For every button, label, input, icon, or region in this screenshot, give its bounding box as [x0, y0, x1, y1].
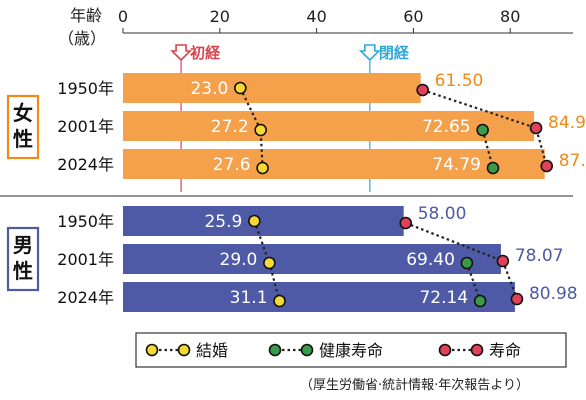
x-tick-label: 20 — [210, 7, 230, 26]
x-tick-label: 0 — [118, 7, 128, 26]
healthy-point — [476, 123, 489, 137]
bar-layer — [123, 73, 545, 312]
legend-marker — [145, 343, 159, 357]
lifespan-bar — [123, 111, 535, 141]
marriage-point — [273, 294, 286, 308]
lifespan-point — [416, 83, 429, 97]
x-tick-label: 60 — [403, 7, 423, 26]
healthy-point — [473, 294, 487, 308]
group-label-char: 女 — [13, 101, 33, 125]
healthy-value-label: 72.14 — [419, 288, 468, 308]
axis-layer: 年齢 （歳） 0 20 40 60 80 — [0, 6, 573, 197]
healthy-value-label: 69.40 — [406, 250, 455, 270]
lifespan-trend-line — [422, 88, 548, 167]
category-label: 1950年 — [57, 79, 114, 98]
group-label-box — [6, 226, 40, 292]
group-label-char: 男 — [13, 233, 33, 257]
marriage-value-label: 31.1 — [230, 288, 268, 308]
down-arrow-icon — [170, 44, 193, 62]
marriage-trend-line — [239, 87, 264, 169]
group-label-char: 性 — [13, 127, 33, 151]
legend-label-healthy: 健康寿命 — [319, 341, 383, 360]
legend-marker — [268, 343, 282, 357]
menopause-label: 閉経 — [379, 44, 410, 62]
legend-label-lifespan: 寿命 — [489, 341, 521, 360]
x-tick-label: 80 — [500, 7, 520, 26]
lifespan-bar — [123, 73, 421, 103]
healthy-trend-line — [481, 129, 495, 169]
legend-layer: 結婚 健康寿命 寿命 — [135, 332, 567, 368]
category-label: 2001年 — [57, 250, 114, 269]
label-layer: 1950年 23.0 61.50 2001年 27.2 72.65 84.93 2024年 27… — [57, 71, 586, 308]
legend-marker — [438, 343, 452, 357]
down-arrow-icon — [358, 44, 381, 62]
source-note: （厚生労働省·統計情報·年次報告より） — [300, 378, 530, 393]
lifespan-bar — [123, 244, 501, 274]
lifespan-value-label: 61.50 — [435, 71, 484, 91]
lifespan-value-label: 58.00 — [418, 204, 467, 224]
lifespan-point — [540, 159, 554, 173]
axis-unit-sub-label: （歳） — [58, 29, 106, 48]
healthy-value-label: 74.79 — [432, 155, 481, 175]
marriage-value-label: 29.0 — [220, 250, 258, 270]
category-label: 2001年 — [57, 117, 114, 136]
lifespan-value-label: 80.98 — [529, 284, 578, 304]
category-label: 1950年 — [57, 212, 114, 231]
lifespan-bar — [123, 149, 545, 179]
healthy-trend-line — [465, 262, 482, 302]
lifespan-bar — [123, 206, 404, 236]
legend-box — [135, 332, 567, 368]
x-tick-label: 40 — [306, 7, 326, 26]
axis-unit-label: 年齢 — [70, 6, 102, 25]
lifespan-bar — [123, 282, 515, 312]
healthy-point — [486, 161, 500, 175]
marriage-point — [248, 214, 261, 228]
legend-marker — [300, 343, 314, 357]
marriage-point — [254, 123, 267, 137]
legend-marker — [470, 343, 484, 357]
healthy-point — [460, 256, 474, 270]
legend-label-marriage: 結婚 — [196, 341, 228, 360]
group-label-box — [6, 94, 40, 160]
lifespan-point — [496, 254, 510, 268]
lifespan-trend-line — [405, 221, 518, 300]
marriage-value-label: 23.0 — [190, 79, 228, 99]
category-label: 2024年 — [57, 155, 114, 174]
lifespan-point — [529, 121, 543, 135]
healthy-value-label: 72.65 — [422, 117, 471, 137]
marriage-point — [234, 81, 247, 95]
marriage-value-label: 27.2 — [211, 117, 249, 137]
marriage-point — [263, 256, 276, 270]
dot-layer — [234, 81, 554, 308]
category-label: 2024年 — [57, 288, 114, 307]
group-label-char: 性 — [13, 259, 33, 283]
marriage-point — [256, 161, 269, 175]
lifespan-point — [510, 292, 524, 306]
lifespan-value-label: 87.13 — [559, 151, 586, 171]
lifespan-value-label: 84.93 — [548, 113, 586, 133]
lifespan-point — [399, 216, 413, 230]
menarche-label: 初経 — [190, 44, 221, 62]
marriage-value-label: 27.6 — [213, 155, 251, 175]
legend-marker — [177, 343, 191, 357]
lifespan-value-label: 78.07 — [515, 246, 564, 266]
marriage-value-label: 25.9 — [204, 212, 242, 232]
